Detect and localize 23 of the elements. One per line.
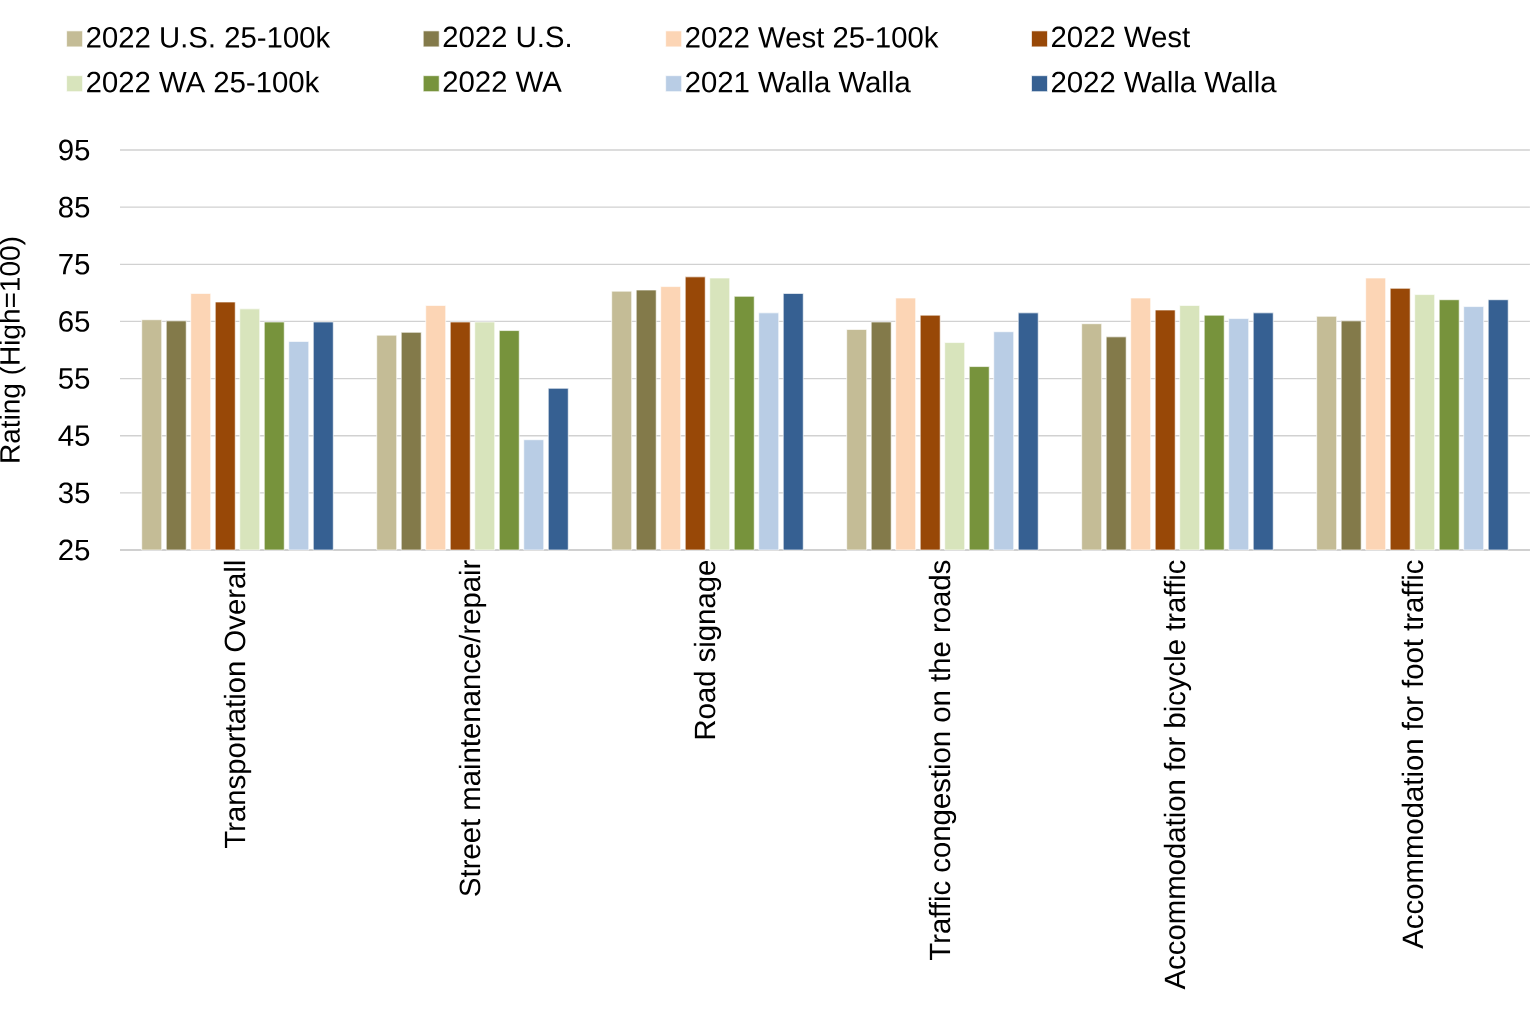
x-tick-label: Traffic congestion on the roads (928, 560, 957, 961)
legend-label: 2022 U.S. (443, 26, 570, 48)
y-tick-label: 35 (58, 482, 90, 504)
y-tick-label: 85 (59, 196, 90, 218)
legend-label: 2022 U.S. 25-100k (87, 26, 331, 48)
legend-label: 2022 WA (443, 71, 562, 93)
legend-label: 2022 West (1051, 26, 1190, 48)
x-tick-label: Road signage (693, 560, 722, 739)
y-tick-label: 95 (59, 139, 90, 161)
y-tick-label: 65 (59, 311, 90, 332)
y-axis-title: Rating (High=100) (0, 237, 26, 462)
y-tick-label: 45 (58, 425, 90, 446)
y-tick-label: 25 (59, 539, 90, 561)
legend-label: 2022 Walla Walla (1051, 70, 1277, 93)
legend-label: 2021 Walla Walla (686, 70, 911, 93)
x-tick-label: Accommodation for foot traffic (1401, 560, 1424, 949)
y-tick-label: 55 (58, 368, 90, 389)
legend-label: 2022 WA 25-100k (87, 70, 320, 93)
x-tick-label: Street maintenance/repair (458, 560, 487, 896)
x-tick-label: Accommodation for bicycle traffic (1163, 560, 1192, 990)
x-tick-label: Transportation Overall (223, 561, 252, 849)
y-tick-label: 75 (59, 254, 90, 275)
legend-label: 2022 West 25-100k (686, 26, 939, 48)
